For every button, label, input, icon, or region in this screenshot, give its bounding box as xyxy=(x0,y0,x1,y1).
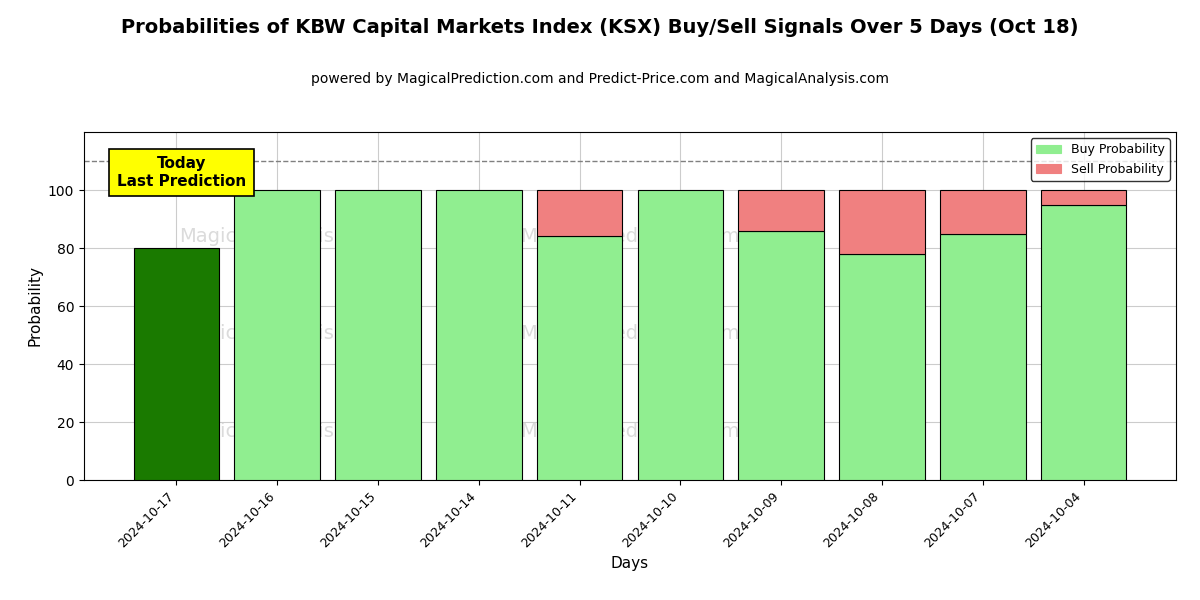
Text: MagicalPrediction.com: MagicalPrediction.com xyxy=(521,227,739,246)
Text: MagicalAnalysis.com: MagicalAnalysis.com xyxy=(179,422,382,441)
Bar xyxy=(133,248,220,480)
Bar xyxy=(536,190,623,236)
Text: Today
Last Prediction: Today Last Prediction xyxy=(116,157,246,189)
Y-axis label: Probability: Probability xyxy=(28,265,42,346)
X-axis label: Days: Days xyxy=(611,556,649,571)
Text: MagicalPrediction.com: MagicalPrediction.com xyxy=(521,422,739,441)
Bar xyxy=(637,190,724,480)
Bar xyxy=(335,190,421,480)
Text: MagicalPrediction.com: MagicalPrediction.com xyxy=(521,325,739,343)
Text: Probabilities of KBW Capital Markets Index (KSX) Buy/Sell Signals Over 5 Days (O: Probabilities of KBW Capital Markets Ind… xyxy=(121,18,1079,37)
Bar xyxy=(536,236,623,480)
Bar xyxy=(940,233,1026,480)
Text: MagicalAnalysis.com: MagicalAnalysis.com xyxy=(179,325,382,343)
Bar xyxy=(234,190,320,480)
Bar xyxy=(738,190,824,230)
Bar xyxy=(436,190,522,480)
Bar xyxy=(839,190,925,254)
Bar xyxy=(1040,205,1127,480)
Text: powered by MagicalPrediction.com and Predict-Price.com and MagicalAnalysis.com: powered by MagicalPrediction.com and Pre… xyxy=(311,72,889,86)
Text: MagicalAnalysis.com: MagicalAnalysis.com xyxy=(179,227,382,246)
Bar xyxy=(940,190,1026,233)
Bar xyxy=(839,254,925,480)
Bar xyxy=(1040,190,1127,205)
Legend: Buy Probability, Sell Probability: Buy Probability, Sell Probability xyxy=(1031,138,1170,181)
Bar xyxy=(738,230,824,480)
